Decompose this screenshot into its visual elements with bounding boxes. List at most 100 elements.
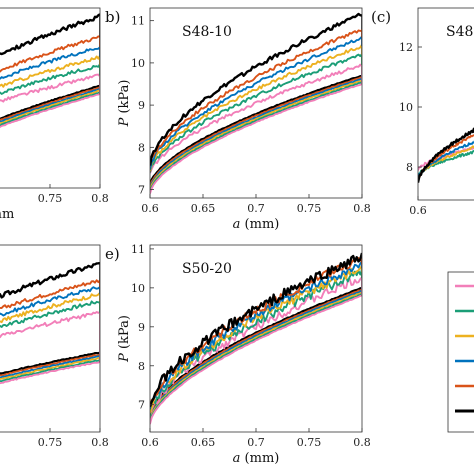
series-line-6 [150,276,362,416]
unload-curve-6 [0,92,100,128]
unload-curve-3 [150,77,362,189]
unload-curve-1 [0,351,100,375]
x-tick-label: 0.7 [247,436,265,449]
series-line-5 [150,53,362,173]
series-line-5 [418,149,474,178]
unload-curve-6 [150,294,362,425]
y-tick-label: 9 [138,99,145,112]
panel-letter: (c) [371,8,391,26]
axes-frame [0,7,101,189]
x-tick-label: 0.6 [141,202,159,215]
series-line-1 [150,12,362,166]
unload-curve-3 [150,289,362,420]
series-line-1 [150,252,362,408]
unload-curve-6 [0,360,100,385]
x-tick-label: 0.65 [191,436,216,449]
unload-curve-1 [150,74,362,186]
unload-curve-3 [0,88,100,123]
y-tick-label: 8 [138,360,145,373]
y-tick-label: 7 [138,399,145,412]
x-tick-label: 0.7 [247,202,265,215]
x-tick-label: 0.8 [91,436,109,449]
unload-curve-3 [0,355,100,379]
y-tick-label: 12 [399,41,413,54]
x-tick-label: 0.65 [191,202,216,215]
unload-curve-5 [150,81,362,193]
series-line-3 [150,35,362,170]
x-axis-label: mm [0,207,14,222]
series-line-1 [0,13,100,56]
unload-curve-2 [150,288,362,419]
series-line-6 [150,63,362,174]
x-axis-label: a (mm) [233,217,280,232]
panel-letter: b) [105,8,120,26]
series-line-5 [0,300,100,328]
series-line-3 [0,46,100,80]
unload-curve-5 [0,358,100,383]
y-axis-label: P (kPa) [117,315,132,363]
unload-curve-4 [150,291,362,422]
plot-area [0,261,100,385]
y-tick-label: 11 [131,243,145,256]
x-tick-label: 0.6 [409,204,427,217]
x-tick-label: 0.75 [38,192,63,205]
unload-curve-6 [150,83,362,194]
chart-panels: 0.75 0.8 mm 0.6 0.65 0.7 0.75 0.8 7 8 9 10 11 a (mm) P… [0,7,474,466]
series-line-4 [0,55,100,88]
y-tick-label: 7 [138,184,145,197]
y-tick-label: 8 [138,141,145,154]
axes-frame [0,244,101,433]
unload-curve-1 [0,84,100,120]
panel-e: 0.6 0.65 0.7 0.75 0.8 7 8 9 10 11 a (mm) P (kPa) S50… [105,243,371,466]
unload-curve-2 [0,86,100,121]
series-line-1 [0,261,100,299]
series-line-3 [0,286,100,317]
panel-title: S48 [446,24,473,40]
unload-curve-1 [150,286,362,417]
series-line-2 [0,35,100,73]
series-line-6 [0,311,100,339]
y-tick-label: 10 [131,57,145,70]
x-tick-label: 0.75 [297,202,322,215]
series-line-3 [418,140,474,180]
y-tick-label: 8 [406,161,413,174]
series-line-2 [150,257,362,407]
y-tick-label: 11 [131,15,145,28]
y-tick-label: 10 [131,282,145,295]
x-tick-label: 0.8 [353,436,371,449]
series-line-5 [0,63,100,95]
series-line-4 [0,292,100,324]
series-line-5 [150,269,362,416]
series-line-4 [150,44,362,172]
unload-curve-4 [150,79,362,191]
series-line-2 [0,279,100,309]
x-tick-label: 0.8 [353,202,371,215]
unload-curve-4 [0,89,100,125]
panel-d: 0.75 0.8 [0,244,109,449]
plot-area [150,252,362,425]
axes-frame [417,7,474,201]
panel-title: S48-10 [182,24,232,40]
panel-c: 0.6 8 10 12 S48 (c) [371,7,474,217]
panel-b: 0.6 0.65 0.7 0.75 0.8 7 8 9 10 11 a (mm) P (kPa) S48… [105,7,371,232]
series-line-2 [418,134,474,180]
plot-area [418,127,474,183]
unload-curve-2 [150,76,362,187]
series-line-2 [150,29,362,166]
x-tick-label: 0.75 [297,436,322,449]
series-line-6 [0,73,100,103]
y-tick-label: 9 [138,321,145,334]
x-tick-label: 0.6 [141,436,159,449]
x-tick-label: 0.8 [91,192,109,205]
unload-curve-4 [0,356,100,381]
panel-letter: e) [105,245,120,263]
panel-a: 0.75 0.8 mm [0,7,109,222]
plot-area [0,13,100,128]
unload-curve-2 [0,353,100,377]
legend-box [447,271,474,433]
x-axis-label: a (mm) [233,451,280,466]
panel-title: S50-20 [182,261,232,277]
x-tick-label: 0.75 [38,436,63,449]
legend [447,271,474,433]
